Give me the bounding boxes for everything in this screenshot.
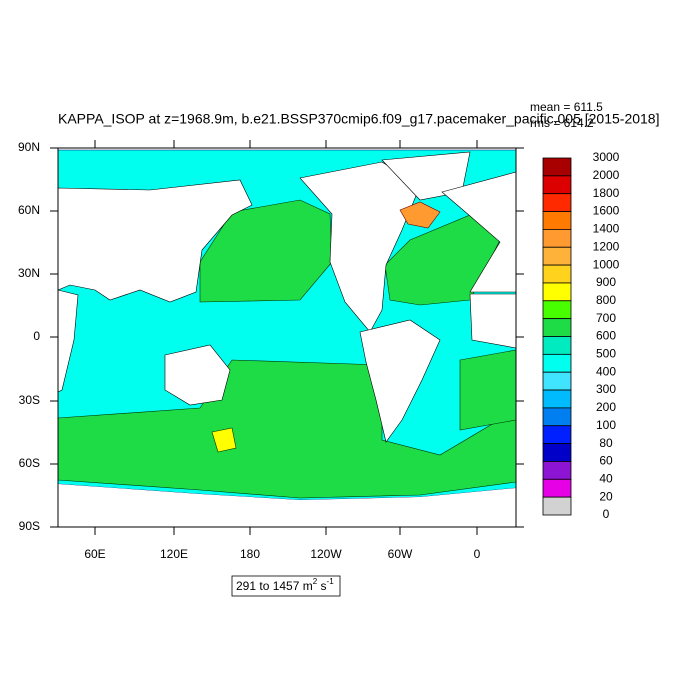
range-frame — [231, 575, 341, 597]
colorbar-box — [542, 496, 572, 516]
colorbar-label: 1200 — [593, 239, 620, 253]
labrador-patch — [399, 201, 441, 229]
colorbar-label: 400 — [596, 364, 616, 378]
mean-stat: mean = 611.5 — [530, 100, 603, 114]
colorbar-label: 900 — [596, 275, 616, 289]
colorbar-box — [542, 371, 572, 391]
lat-tick-label: 60S — [19, 456, 40, 470]
range-text: s — [317, 579, 326, 593]
lon-tick-label: 180 — [240, 547, 260, 561]
range-label: 291 to 1457 m2 s-1 — [236, 577, 334, 593]
colorbar-label: 800 — [596, 293, 616, 307]
colorbar-box — [542, 228, 572, 248]
lon-tick-label: 60W — [388, 547, 413, 561]
axis-ticks: 90N 60N 30N 0 30S 60S 90S 60E 120E 180 120W 60W 0 — [18, 140, 524, 561]
colorbar-box — [542, 443, 572, 462]
lat-tick-label: 90N — [18, 140, 40, 154]
colorbar-box — [542, 264, 572, 284]
colorbar-label: 2000 — [593, 168, 620, 182]
lon-tick-label: 60E — [84, 547, 105, 561]
colorbar-label: 600 — [596, 329, 616, 343]
lat-tick-label: 30N — [18, 266, 40, 280]
lat-tick-label: 90S — [19, 519, 40, 533]
colorbar-box — [542, 318, 572, 337]
antarctica — [58, 484, 516, 527]
colorbar-box — [542, 425, 572, 445]
range-box: 291 to 1457 m2 s-1 — [231, 575, 341, 597]
colorbar-label: 40 — [599, 471, 613, 485]
rms-stat: rms = 614.2 — [530, 116, 594, 130]
colorbar-label: 1000 — [593, 257, 620, 271]
colorbar-box — [542, 211, 572, 230]
colorbar: 3000200018001600140012001000900800700600… — [542, 150, 620, 521]
colorbar-box — [542, 282, 572, 302]
colorbar-box — [542, 336, 572, 355]
lat-tick-label: 60N — [18, 203, 40, 217]
colorbar-label: 1600 — [593, 204, 620, 218]
colorbar-label: 500 — [596, 347, 616, 361]
colorbar-label: 100 — [596, 418, 616, 432]
colorbar-label: 60 — [599, 454, 613, 468]
colorbar-box — [542, 300, 572, 320]
colorbar-label: 0 — [603, 507, 610, 521]
colorbar-box — [542, 175, 572, 195]
lon-tick-label: 120E — [160, 547, 188, 561]
colorbar-label: 20 — [599, 489, 613, 503]
colorbar-label: 300 — [596, 382, 616, 396]
west-africa — [469, 293, 517, 349]
eurasia — [57, 179, 253, 303]
colorbar-box — [542, 246, 572, 266]
colorbar-box — [542, 353, 572, 373]
range-text: 291 to 1457 m — [236, 579, 313, 593]
colorbar-box — [542, 478, 572, 498]
range-sup: 2 — [313, 577, 318, 586]
colorbar-box — [542, 193, 572, 212]
colorbar-label: 3000 — [593, 150, 620, 164]
lon-tick-label: 120W — [310, 547, 342, 561]
colorbar-box — [542, 389, 572, 409]
south-america — [359, 319, 441, 443]
lat-tick-label: 0 — [33, 329, 40, 343]
map — [57, 147, 517, 528]
colorbar-label: 200 — [596, 400, 616, 414]
south-atlantic — [459, 349, 517, 431]
colorbar-label: 80 — [599, 436, 613, 450]
colorbar-box — [542, 157, 572, 177]
lat-tick-label: 30S — [19, 393, 40, 407]
colorbar-label: 1800 — [593, 186, 620, 200]
colorbar-label: 1400 — [593, 222, 620, 236]
colorbar-label: 700 — [596, 311, 616, 325]
colorbar-box — [542, 407, 572, 427]
high-patch — [211, 427, 237, 453]
colorbar-box — [542, 461, 572, 480]
title: KAPPA_ISOP at z=1968.9m, b.e21.BSSP370cm… — [58, 111, 660, 127]
lon-tick-label: 0 — [474, 547, 481, 561]
range-sup: -1 — [327, 577, 335, 586]
australia — [164, 344, 231, 406]
